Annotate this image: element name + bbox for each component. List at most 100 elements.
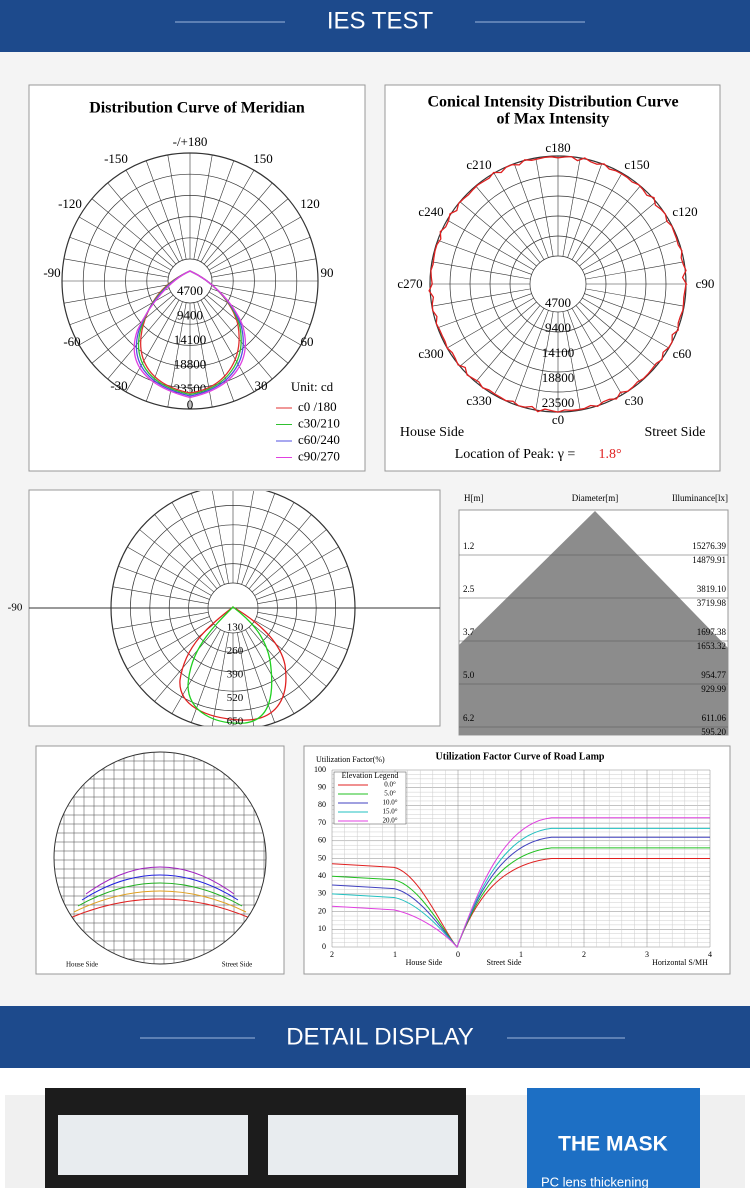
label: c210	[466, 157, 491, 172]
label: 60	[318, 836, 326, 845]
lamp-module	[58, 1115, 248, 1175]
label: -90	[8, 602, 23, 614]
distribution-curve	[179, 606, 287, 721]
label: 929.99	[701, 684, 726, 694]
label: 30	[318, 889, 326, 898]
label: 0	[456, 950, 460, 959]
polar-spoke	[431, 261, 531, 280]
polar-spoke	[212, 491, 229, 584]
label: 18800	[174, 356, 207, 371]
label: 20	[318, 906, 326, 915]
label: Utilization Factor(%)	[316, 755, 385, 764]
label: Unit: cd	[291, 379, 334, 394]
label: Diameter[m]	[572, 493, 618, 503]
polar-spoke	[206, 198, 289, 268]
polar-spoke	[562, 311, 581, 411]
polar-spoke	[437, 239, 532, 275]
label: 30	[255, 378, 268, 393]
polar-spoke	[237, 491, 254, 584]
label: House Side	[406, 958, 443, 967]
polar-spoke	[459, 301, 537, 367]
polar-spoke	[579, 201, 657, 267]
label: 50	[318, 853, 326, 862]
polar-spoke	[535, 157, 554, 257]
label: 595.20	[701, 727, 726, 737]
polar-spoke	[245, 502, 295, 587]
label: 90	[318, 783, 326, 792]
polar-spoke	[475, 185, 541, 263]
label: 18800	[542, 370, 575, 385]
polar-spoke	[208, 291, 302, 346]
polar-spoke	[78, 216, 172, 271]
isolux-curve	[81, 874, 239, 901]
polar-spoke	[127, 620, 212, 670]
label: 14100	[542, 345, 575, 360]
label: c0 /180	[298, 399, 337, 414]
label: 2	[330, 950, 334, 959]
polar-spoke	[251, 623, 327, 687]
label: c60	[673, 346, 692, 361]
label: 1653.32	[697, 641, 726, 651]
panel	[384, 84, 721, 472]
label: 1697.38	[697, 627, 727, 637]
polar-spoke	[535, 311, 554, 411]
label: 14879.91	[692, 555, 726, 565]
label: 520	[227, 692, 244, 704]
label: 650	[227, 716, 244, 728]
label: 4700	[545, 295, 571, 310]
label: Elevation Legend	[342, 771, 399, 780]
polar-spoke	[193, 154, 213, 260]
banner-title: IES TEST	[327, 7, 434, 34]
polar-spoke	[171, 502, 221, 587]
polar-spoke	[139, 529, 215, 593]
isolux-grid	[54, 752, 266, 964]
polar-spoke	[513, 163, 549, 258]
label: Street Side	[222, 961, 253, 969]
isolux-curve	[73, 890, 247, 913]
intensity-curve	[428, 155, 688, 413]
polar-spoke	[107, 182, 177, 265]
label: -60	[63, 334, 80, 349]
label: 3	[645, 950, 649, 959]
label: -90	[43, 265, 60, 280]
polar-spoke	[248, 626, 312, 702]
banner-title: DETAIL DISPLAY	[286, 1023, 474, 1050]
polar-spoke	[118, 616, 210, 651]
label: 3819.10	[697, 584, 727, 594]
polar-spoke	[257, 586, 354, 604]
polar-spoke	[493, 308, 545, 396]
polar-spoke	[63, 258, 169, 278]
label: c90	[696, 276, 715, 291]
polar-spoke	[254, 546, 339, 596]
label: -120	[58, 196, 82, 211]
polar-spoke	[431, 288, 531, 307]
label: 611.06	[702, 713, 727, 723]
panel	[28, 84, 366, 472]
label: 0	[322, 942, 326, 951]
label: House Side	[66, 961, 98, 969]
utilization-curve	[331, 817, 710, 948]
label: -/+180	[173, 134, 208, 149]
label: -150	[104, 151, 128, 166]
label: Street Side	[487, 958, 522, 967]
label: 4	[708, 950, 712, 959]
polar-spoke	[582, 297, 670, 349]
polar-spoke	[145, 160, 183, 261]
label: 10	[318, 924, 326, 933]
polar-spoke	[585, 261, 685, 280]
label: 20.0°	[382, 817, 397, 825]
polar-spoke	[571, 308, 623, 396]
polar-spoke	[211, 258, 317, 278]
detail-banner	[0, 1006, 750, 1068]
polar-spoke	[475, 305, 541, 383]
polar-spoke	[567, 163, 603, 258]
label: 14100	[174, 332, 207, 347]
polar-spoke	[197, 301, 235, 402]
polar-spoke	[118, 565, 210, 600]
polar-spoke	[567, 310, 603, 405]
polar-spoke	[493, 172, 545, 260]
label: -30	[110, 378, 127, 393]
polar-spoke	[154, 514, 218, 590]
polar-spoke	[167, 154, 187, 260]
